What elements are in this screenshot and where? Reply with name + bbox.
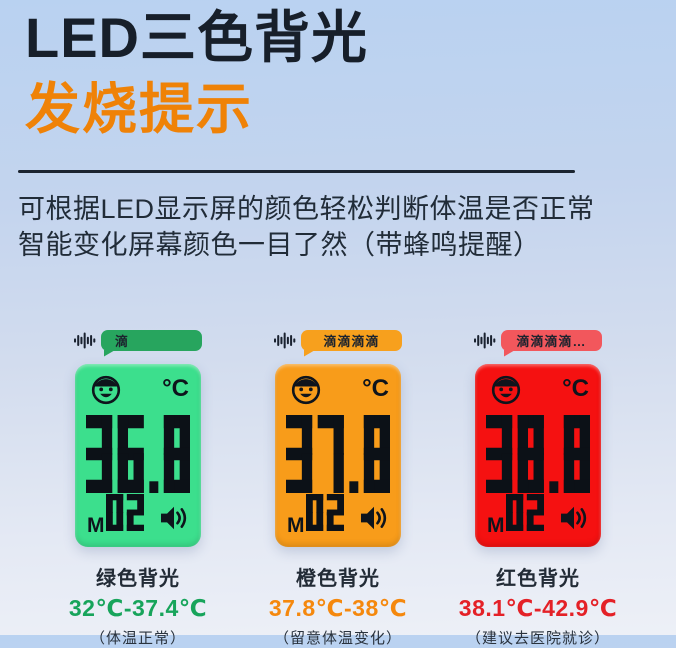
- description: 可根据LED显示屏的颜色轻松判断体温是否正常 智能变化屏幕颜色一目了然（带蜂鸣提…: [18, 191, 676, 263]
- description-line-1: 可根据LED显示屏的颜色轻松判断体温是否正常: [18, 194, 595, 224]
- backlight-label: 绿色背光: [96, 568, 180, 590]
- bubble-tail: [304, 349, 316, 357]
- lcd-display-red: °C M: [475, 364, 601, 547]
- speaker-icon: [359, 505, 389, 536]
- memory-indicator: M: [487, 494, 544, 536]
- lcd-bottom-row: M: [485, 494, 591, 538]
- beep-text: 滴: [115, 333, 130, 349]
- temp-note: （体温正常）: [89, 630, 186, 647]
- smiley-face-icon: [291, 375, 321, 410]
- lcd-bottom-row: M: [85, 494, 191, 538]
- sound-wave-icon: [274, 331, 296, 349]
- unit-label: °C: [162, 375, 189, 402]
- backlight-label: 红色背光: [496, 568, 580, 590]
- sound-wave-icon: [74, 331, 96, 349]
- beep-bubble: 滴滴滴滴: [301, 329, 402, 357]
- thermo-labels: 橙色背光 37.8℃-38℃ （留意体温变化）: [247, 562, 429, 648]
- beep-bubble: 滴滴滴滴…: [501, 329, 602, 357]
- hero-section: LED三色背光 发烧提示: [0, 0, 676, 140]
- beep-row: 滴: [74, 329, 202, 357]
- temp-note: （留意体温变化）: [273, 630, 402, 647]
- thermo-column-red: 滴滴滴滴… °C: [447, 329, 629, 648]
- memory-digits: [305, 494, 344, 536]
- beep-row: 滴滴滴滴…: [474, 329, 602, 357]
- thermo-column-green: 滴 °C: [47, 329, 229, 648]
- thermo-column-orange: 滴滴滴滴 °C: [247, 329, 429, 648]
- page-title: LED三色背光: [25, 6, 368, 69]
- memory-digits: [105, 494, 144, 536]
- memory-digits: [505, 494, 544, 536]
- temp-range: 37.8℃-38℃: [268, 595, 408, 621]
- thermo-labels: 红色背光 38.1℃-42.9℃ （建议去医院就诊）: [447, 562, 629, 648]
- unit-label: °C: [562, 375, 589, 402]
- temperature-readout: [85, 415, 191, 493]
- bubble-tail: [504, 349, 516, 357]
- page-subtitle: 发烧提示: [25, 78, 254, 140]
- memory-prefix: M: [287, 514, 305, 537]
- lcd-bottom-row: M: [285, 494, 391, 538]
- memory-prefix: M: [87, 514, 105, 537]
- lcd-top-row: °C: [85, 373, 191, 410]
- thermometer-displays: 滴 °C: [0, 329, 676, 648]
- description-line-2: 智能变化屏幕颜色一目了然（带蜂鸣提醒）: [18, 230, 541, 260]
- beep-text: 滴滴滴滴…: [516, 333, 587, 349]
- memory-indicator: M: [87, 494, 144, 536]
- temp-range: 38.1℃-42.9℃: [458, 595, 618, 621]
- speaker-icon: [159, 505, 189, 536]
- lcd-top-row: °C: [285, 373, 391, 410]
- beep-row: 滴滴滴滴: [274, 329, 402, 357]
- beep-text: 滴滴滴滴: [323, 333, 380, 349]
- beep-bubble: 滴: [101, 329, 202, 357]
- temperature-readout: [285, 415, 391, 493]
- lcd-display-green: °C M: [75, 364, 201, 547]
- temp-note: （建议去医院就诊）: [465, 630, 610, 647]
- lcd-top-row: °C: [485, 373, 591, 410]
- unit-label: °C: [362, 375, 389, 402]
- lcd-display-orange: °C M: [275, 364, 401, 547]
- temp-range: 32℃-37.4℃: [68, 595, 208, 621]
- memory-prefix: M: [487, 514, 505, 537]
- bubble-tail: [104, 349, 116, 357]
- backlight-label: 橙色背光: [296, 568, 380, 590]
- smiley-face-icon: [91, 375, 121, 410]
- speaker-icon: [559, 505, 589, 536]
- thermo-labels: 绿色背光 32℃-37.4℃ （体温正常）: [47, 562, 229, 648]
- smiley-face-icon: [491, 375, 521, 410]
- temperature-readout: [485, 415, 591, 493]
- sound-wave-icon: [474, 331, 496, 349]
- divider: [18, 170, 575, 173]
- memory-indicator: M: [287, 494, 344, 536]
